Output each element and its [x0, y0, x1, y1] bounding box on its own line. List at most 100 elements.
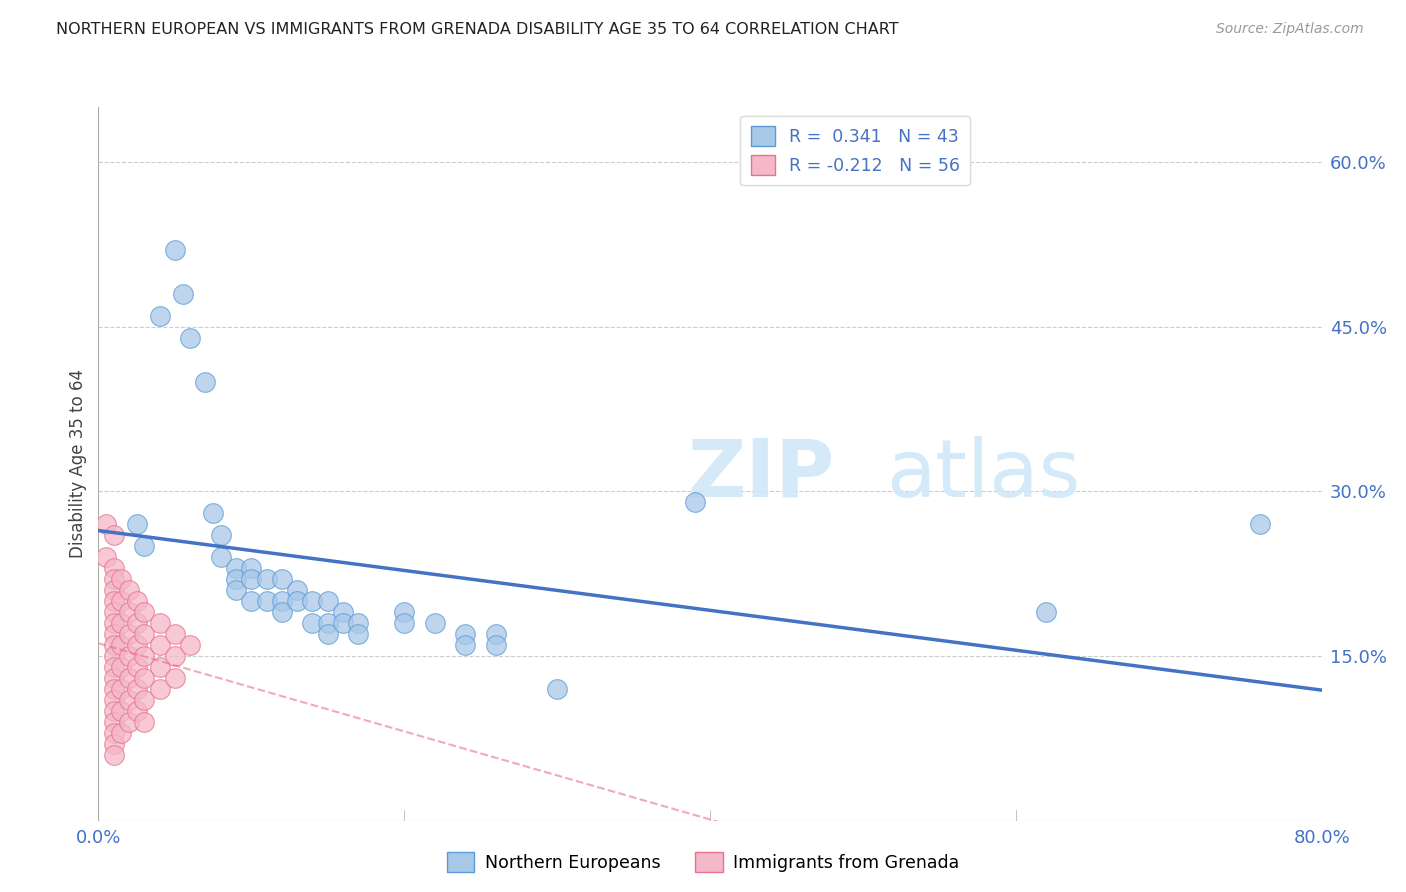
Point — [103, 528, 125, 542]
Legend: Northern Europeans, Immigrants from Grenada: Northern Europeans, Immigrants from Gren… — [440, 845, 966, 879]
Text: Source: ZipAtlas.com: Source: ZipAtlas.com — [1216, 22, 1364, 37]
Point — [225, 561, 247, 575]
Point — [134, 714, 156, 729]
Legend: R =  0.341   N = 43, R = -0.212   N = 56: R = 0.341 N = 43, R = -0.212 N = 56 — [741, 116, 970, 186]
Point — [110, 726, 132, 740]
Point — [163, 243, 186, 257]
Point — [149, 681, 172, 696]
Point — [149, 660, 172, 674]
Point — [163, 671, 186, 685]
Point — [683, 495, 706, 509]
Point — [163, 648, 186, 663]
Point — [240, 594, 263, 608]
Point — [103, 648, 125, 663]
Point — [118, 627, 141, 641]
Point — [103, 726, 125, 740]
Point — [332, 605, 354, 619]
Point — [103, 572, 125, 586]
Point — [125, 704, 148, 718]
Point — [270, 594, 292, 608]
Point — [103, 660, 125, 674]
Point — [125, 681, 148, 696]
Point — [347, 627, 370, 641]
Point — [134, 671, 156, 685]
Point — [172, 286, 194, 301]
Point — [103, 638, 125, 652]
Point — [1035, 605, 1057, 619]
Point — [103, 704, 125, 718]
Point — [103, 747, 125, 762]
Text: atlas: atlas — [886, 436, 1080, 514]
Point — [110, 615, 132, 630]
Point — [256, 572, 278, 586]
Point — [103, 605, 125, 619]
Point — [118, 714, 141, 729]
Point — [134, 648, 156, 663]
Point — [125, 594, 148, 608]
Point — [103, 561, 125, 575]
Point — [163, 627, 186, 641]
Point — [134, 693, 156, 707]
Point — [546, 681, 568, 696]
Y-axis label: Disability Age 35 to 64: Disability Age 35 to 64 — [69, 369, 87, 558]
Point — [110, 704, 132, 718]
Point — [301, 594, 323, 608]
Point — [194, 375, 217, 389]
Point — [301, 615, 323, 630]
Point — [179, 638, 201, 652]
Point — [202, 506, 225, 520]
Point — [118, 693, 141, 707]
Point — [125, 517, 148, 532]
Point — [240, 561, 263, 575]
Point — [485, 638, 508, 652]
Point — [134, 605, 156, 619]
Point — [316, 615, 339, 630]
Point — [118, 648, 141, 663]
Point — [103, 671, 125, 685]
Point — [134, 539, 156, 553]
Point — [118, 671, 141, 685]
Point — [125, 660, 148, 674]
Point — [103, 693, 125, 707]
Point — [103, 594, 125, 608]
Point — [209, 528, 232, 542]
Point — [118, 583, 141, 598]
Point — [285, 594, 308, 608]
Point — [118, 605, 141, 619]
Point — [485, 627, 508, 641]
Point — [125, 638, 148, 652]
Point — [454, 638, 477, 652]
Point — [149, 615, 172, 630]
Point — [103, 737, 125, 751]
Point — [110, 638, 132, 652]
Point — [270, 572, 292, 586]
Point — [347, 615, 370, 630]
Point — [94, 550, 117, 565]
Point — [110, 660, 132, 674]
Point — [103, 681, 125, 696]
Point — [392, 615, 416, 630]
Point — [110, 594, 132, 608]
Point — [454, 627, 477, 641]
Point — [110, 681, 132, 696]
Point — [149, 638, 172, 652]
Point — [256, 594, 278, 608]
Point — [332, 615, 354, 630]
Point — [125, 615, 148, 630]
Point — [392, 605, 416, 619]
Point — [240, 572, 263, 586]
Text: ZIP: ZIP — [688, 436, 834, 514]
Point — [103, 714, 125, 729]
Point — [209, 550, 232, 565]
Point — [316, 627, 339, 641]
Point — [1249, 517, 1271, 532]
Point — [103, 615, 125, 630]
Point — [225, 572, 247, 586]
Point — [179, 330, 201, 344]
Point — [316, 594, 339, 608]
Point — [110, 572, 132, 586]
Point — [285, 583, 308, 598]
Point — [94, 517, 117, 532]
Text: NORTHERN EUROPEAN VS IMMIGRANTS FROM GRENADA DISABILITY AGE 35 TO 64 CORRELATION: NORTHERN EUROPEAN VS IMMIGRANTS FROM GRE… — [56, 22, 898, 37]
Point — [103, 627, 125, 641]
